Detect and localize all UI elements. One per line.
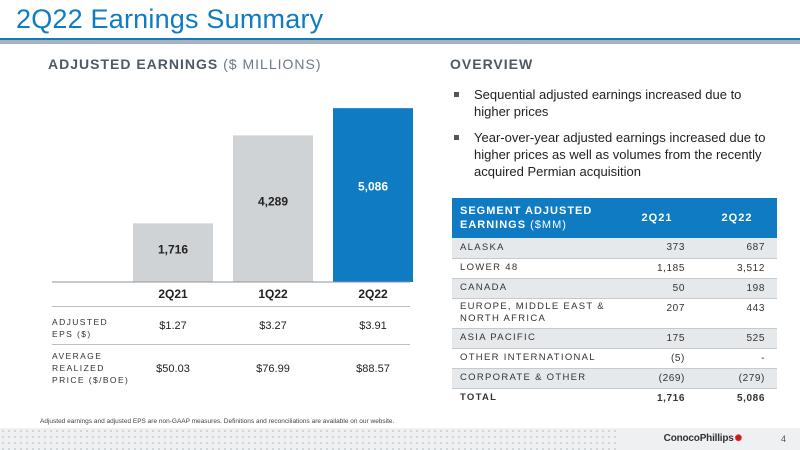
price-value: $76.99 xyxy=(256,363,290,375)
eps-row-label: ADJUSTED EPS ($) xyxy=(52,317,109,339)
footnote: Adjusted earnings and adjusted EPS are n… xyxy=(40,418,395,425)
overview-bullet: Sequential adjusted earnings increased d… xyxy=(452,86,772,120)
table-row: CANADA 50 198 xyxy=(452,278,777,299)
table-row: LOWER 48 1,185 3,512 xyxy=(452,258,777,279)
bar-1q22 xyxy=(233,135,313,282)
table-row: ALASKA 373 687 xyxy=(452,238,777,259)
bar-value-label: 5,086 xyxy=(358,179,388,193)
eps-value: $1.27 xyxy=(159,320,187,332)
table-row: EUROPE, MIDDLE EAST & NORTH AFRICA 207 4… xyxy=(452,298,777,329)
price-value: $88.57 xyxy=(356,363,390,375)
category-tick-label: 2Q21 xyxy=(158,287,188,301)
table-row: OTHER INTERNATIONAL (5) - xyxy=(452,348,777,369)
footer-band xyxy=(0,428,800,450)
footer-dot-pattern xyxy=(0,428,620,450)
segment-header-col: 2Q21 xyxy=(617,198,697,238)
adjusted-earnings-bar-chart: 1,716 2Q21 4,289 1Q22 5,086 2Q22 xyxy=(52,108,413,301)
total-row: TOTAL 1,716 5,086 xyxy=(452,388,777,408)
title-rule xyxy=(0,38,800,44)
eps-row: ADJUSTED EPS ($) $1.27 $3.27 $3.91 xyxy=(52,306,410,344)
eps-value: $3.27 xyxy=(259,320,287,332)
bar-2q22 xyxy=(333,108,413,282)
eps-value: $3.91 xyxy=(359,320,387,332)
category-tick-label: 1Q22 xyxy=(258,287,288,301)
price-value: $50.03 xyxy=(156,363,190,375)
chart-heading-bold: ADJUSTED EARNINGS xyxy=(48,56,219,72)
price-row: AVERAGE REALIZED PRICE ($/BOE) $50.03 $7… xyxy=(52,344,410,392)
overview-heading: OVERVIEW xyxy=(450,56,534,72)
price-row-label: AVERAGE REALIZED PRICE ($/BOE) xyxy=(52,351,130,385)
square-bullet-icon xyxy=(454,92,459,97)
overview-bullet: Year-over-year adjusted earnings increas… xyxy=(452,129,772,180)
table-row: CORPORATE & OTHER (269) (279) xyxy=(452,368,777,389)
logo-wordmark: ConocoPhillips xyxy=(663,433,734,444)
bar-value-label: 1,716 xyxy=(158,243,188,257)
segment-header-col: 2Q22 xyxy=(697,198,777,238)
logo-mark-icon: ✺ xyxy=(734,433,743,443)
company-logo: ConocoPhillips✺ xyxy=(663,433,743,444)
category-tick-label: 2Q22 xyxy=(358,287,388,301)
chart-heading-unit: ($ MILLIONS) xyxy=(223,56,322,72)
segment-table-header: SEGMENT ADJUSTED EARNINGS ($MM) 2Q21 2Q2… xyxy=(452,198,777,238)
chart-heading: ADJUSTED EARNINGS ($ MILLIONS) xyxy=(48,56,322,72)
page-title: 2Q22 Earnings Summary xyxy=(16,4,324,34)
page-number: 4 xyxy=(780,434,786,444)
table-row: ASIA PACIFIC 175 525 xyxy=(452,328,777,349)
segment-header-label: SEGMENT ADJUSTED EARNINGS ($MM) xyxy=(452,198,617,238)
segment-earnings-table: SEGMENT ADJUSTED EARNINGS ($MM) 2Q21 2Q2… xyxy=(452,198,777,408)
bar-2q21 xyxy=(133,223,213,282)
bar-value-label: 4,289 xyxy=(258,194,288,208)
square-bullet-icon xyxy=(454,135,459,140)
overview-list: Sequential adjusted earnings increased d… xyxy=(452,86,772,189)
